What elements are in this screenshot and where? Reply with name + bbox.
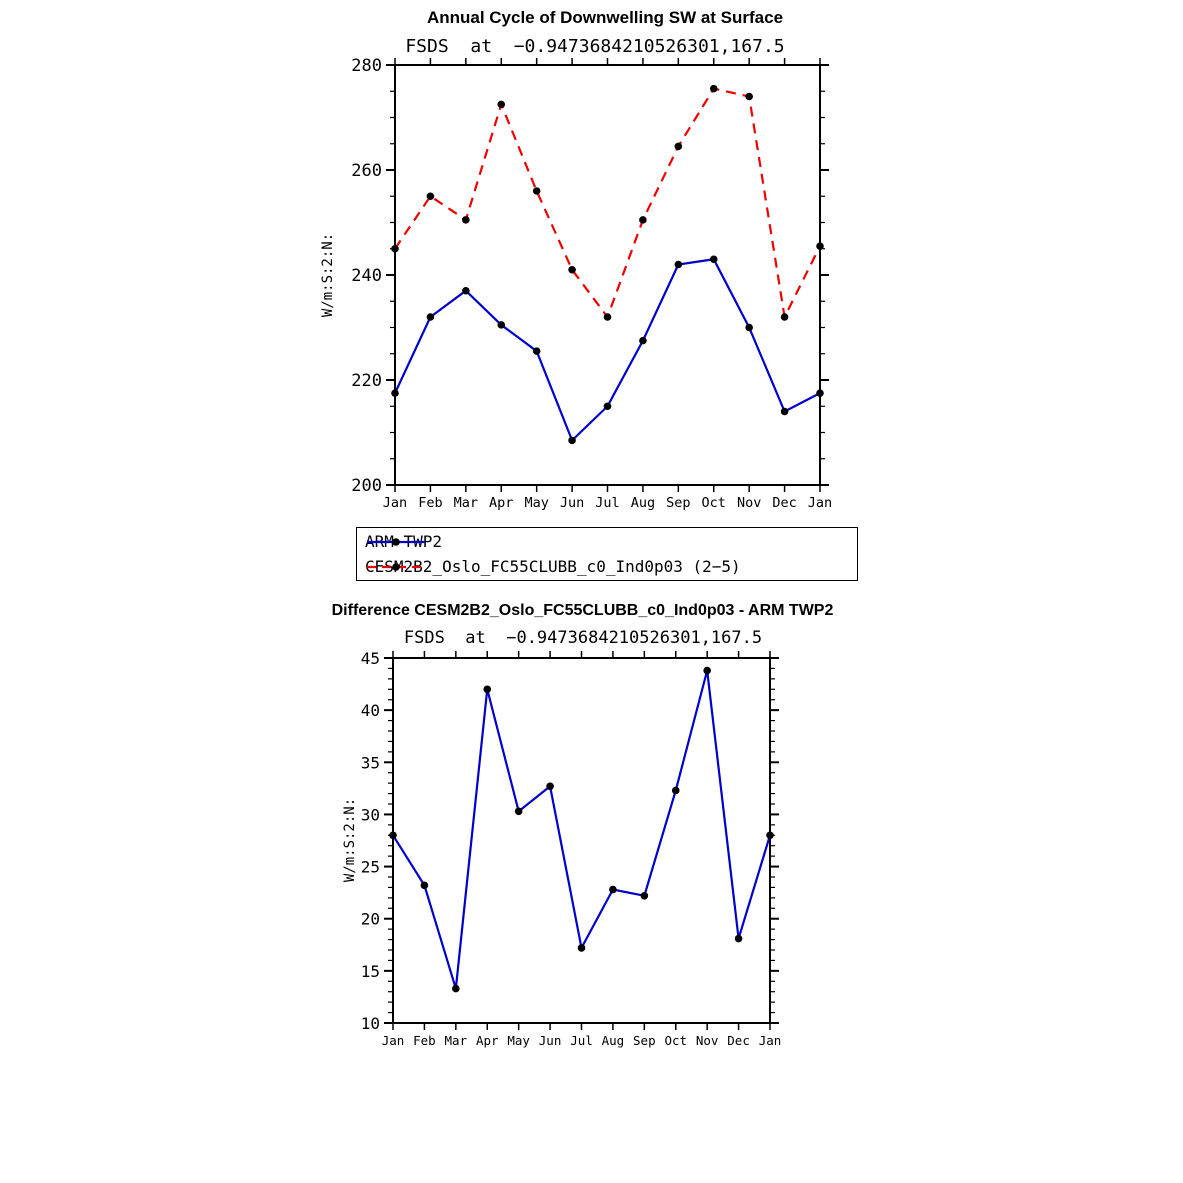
svg-text:Aug: Aug bbox=[631, 495, 655, 511]
svg-text:220: 220 bbox=[351, 371, 382, 391]
svg-text:25: 25 bbox=[361, 858, 380, 877]
svg-text:Dec: Dec bbox=[727, 1033, 750, 1048]
svg-text:Oct: Oct bbox=[702, 495, 726, 511]
svg-text:Jan: Jan bbox=[382, 1033, 405, 1048]
legend: ARM TWP2 CESM2B2_Oslo_FC55CLUBB_c0_Ind0p… bbox=[356, 527, 858, 581]
svg-text:Sep: Sep bbox=[633, 1033, 656, 1048]
svg-text:Jul: Jul bbox=[595, 495, 619, 511]
svg-text:Apr: Apr bbox=[476, 1033, 499, 1048]
legend-line-sample-cesm2b2 bbox=[367, 562, 425, 571]
svg-text:Aug: Aug bbox=[602, 1033, 625, 1048]
svg-text:Feb: Feb bbox=[413, 1033, 436, 1048]
svg-text:Feb: Feb bbox=[418, 495, 442, 511]
svg-text:Jan: Jan bbox=[808, 495, 832, 511]
svg-text:Nov: Nov bbox=[696, 1033, 719, 1048]
svg-text:Mar: Mar bbox=[454, 495, 478, 511]
legend-line-sample-arm-twp2 bbox=[367, 537, 425, 546]
svg-text:May: May bbox=[524, 495, 548, 511]
svg-text:May: May bbox=[507, 1033, 530, 1048]
bottom-chart-subtitle: FSDS at −0.9473684210526301,167.5 bbox=[403, 628, 763, 648]
annual-cycle-line-chart: 200 220 240 260 280 Jan Feb Mar Apr May Jun Jul Aug S… bbox=[351, 56, 832, 511]
svg-text:45: 45 bbox=[361, 649, 380, 668]
svg-text:Jan: Jan bbox=[759, 1033, 782, 1048]
top-chart-subtitle: FSDS at −0.9473684210526301,167.5 bbox=[405, 36, 785, 57]
difference-line-chart: 10 15 20 25 30 35 40 45 Jan Feb Mar Apr May Jun Jul Aug… bbox=[361, 649, 782, 1048]
svg-text:15: 15 bbox=[361, 962, 380, 981]
svg-text:Apr: Apr bbox=[489, 495, 513, 511]
svg-text:Nov: Nov bbox=[737, 495, 761, 511]
svg-text:Dec: Dec bbox=[772, 495, 796, 511]
svg-text:Sep: Sep bbox=[666, 495, 690, 511]
svg-text:200: 200 bbox=[351, 476, 382, 496]
legend-label-cesm2b2: CESM2B2_Oslo_FC55CLUBB_c0_Ind0p03 (2−5) bbox=[365, 557, 741, 576]
svg-text:Jun: Jun bbox=[560, 495, 584, 511]
svg-text:20: 20 bbox=[361, 910, 380, 929]
svg-text:10: 10 bbox=[361, 1014, 380, 1033]
svg-text:260: 260 bbox=[351, 161, 382, 181]
svg-text:280: 280 bbox=[351, 56, 382, 76]
svg-text:Jul: Jul bbox=[570, 1033, 593, 1048]
svg-text:Jan: Jan bbox=[383, 495, 407, 511]
legend-row-arm-twp2: ARM TWP2 bbox=[365, 529, 857, 554]
svg-text:30: 30 bbox=[361, 805, 380, 824]
svg-text:Mar: Mar bbox=[445, 1033, 468, 1048]
svg-text:Jun: Jun bbox=[539, 1033, 562, 1048]
svg-text:240: 240 bbox=[351, 266, 382, 286]
svg-text:Oct: Oct bbox=[664, 1033, 687, 1048]
bottom-chart-title: Difference CESM2B2_Oslo_FC55CLUBB_c0_Ind… bbox=[331, 602, 834, 619]
svg-text:35: 35 bbox=[361, 753, 380, 772]
svg-text:40: 40 bbox=[361, 701, 380, 720]
legend-row-cesm2b2: CESM2B2_Oslo_FC55CLUBB_c0_Ind0p03 (2−5) bbox=[365, 554, 857, 579]
top-chart-title: Annual Cycle of Downwelling SW at Surfac… bbox=[426, 8, 784, 27]
